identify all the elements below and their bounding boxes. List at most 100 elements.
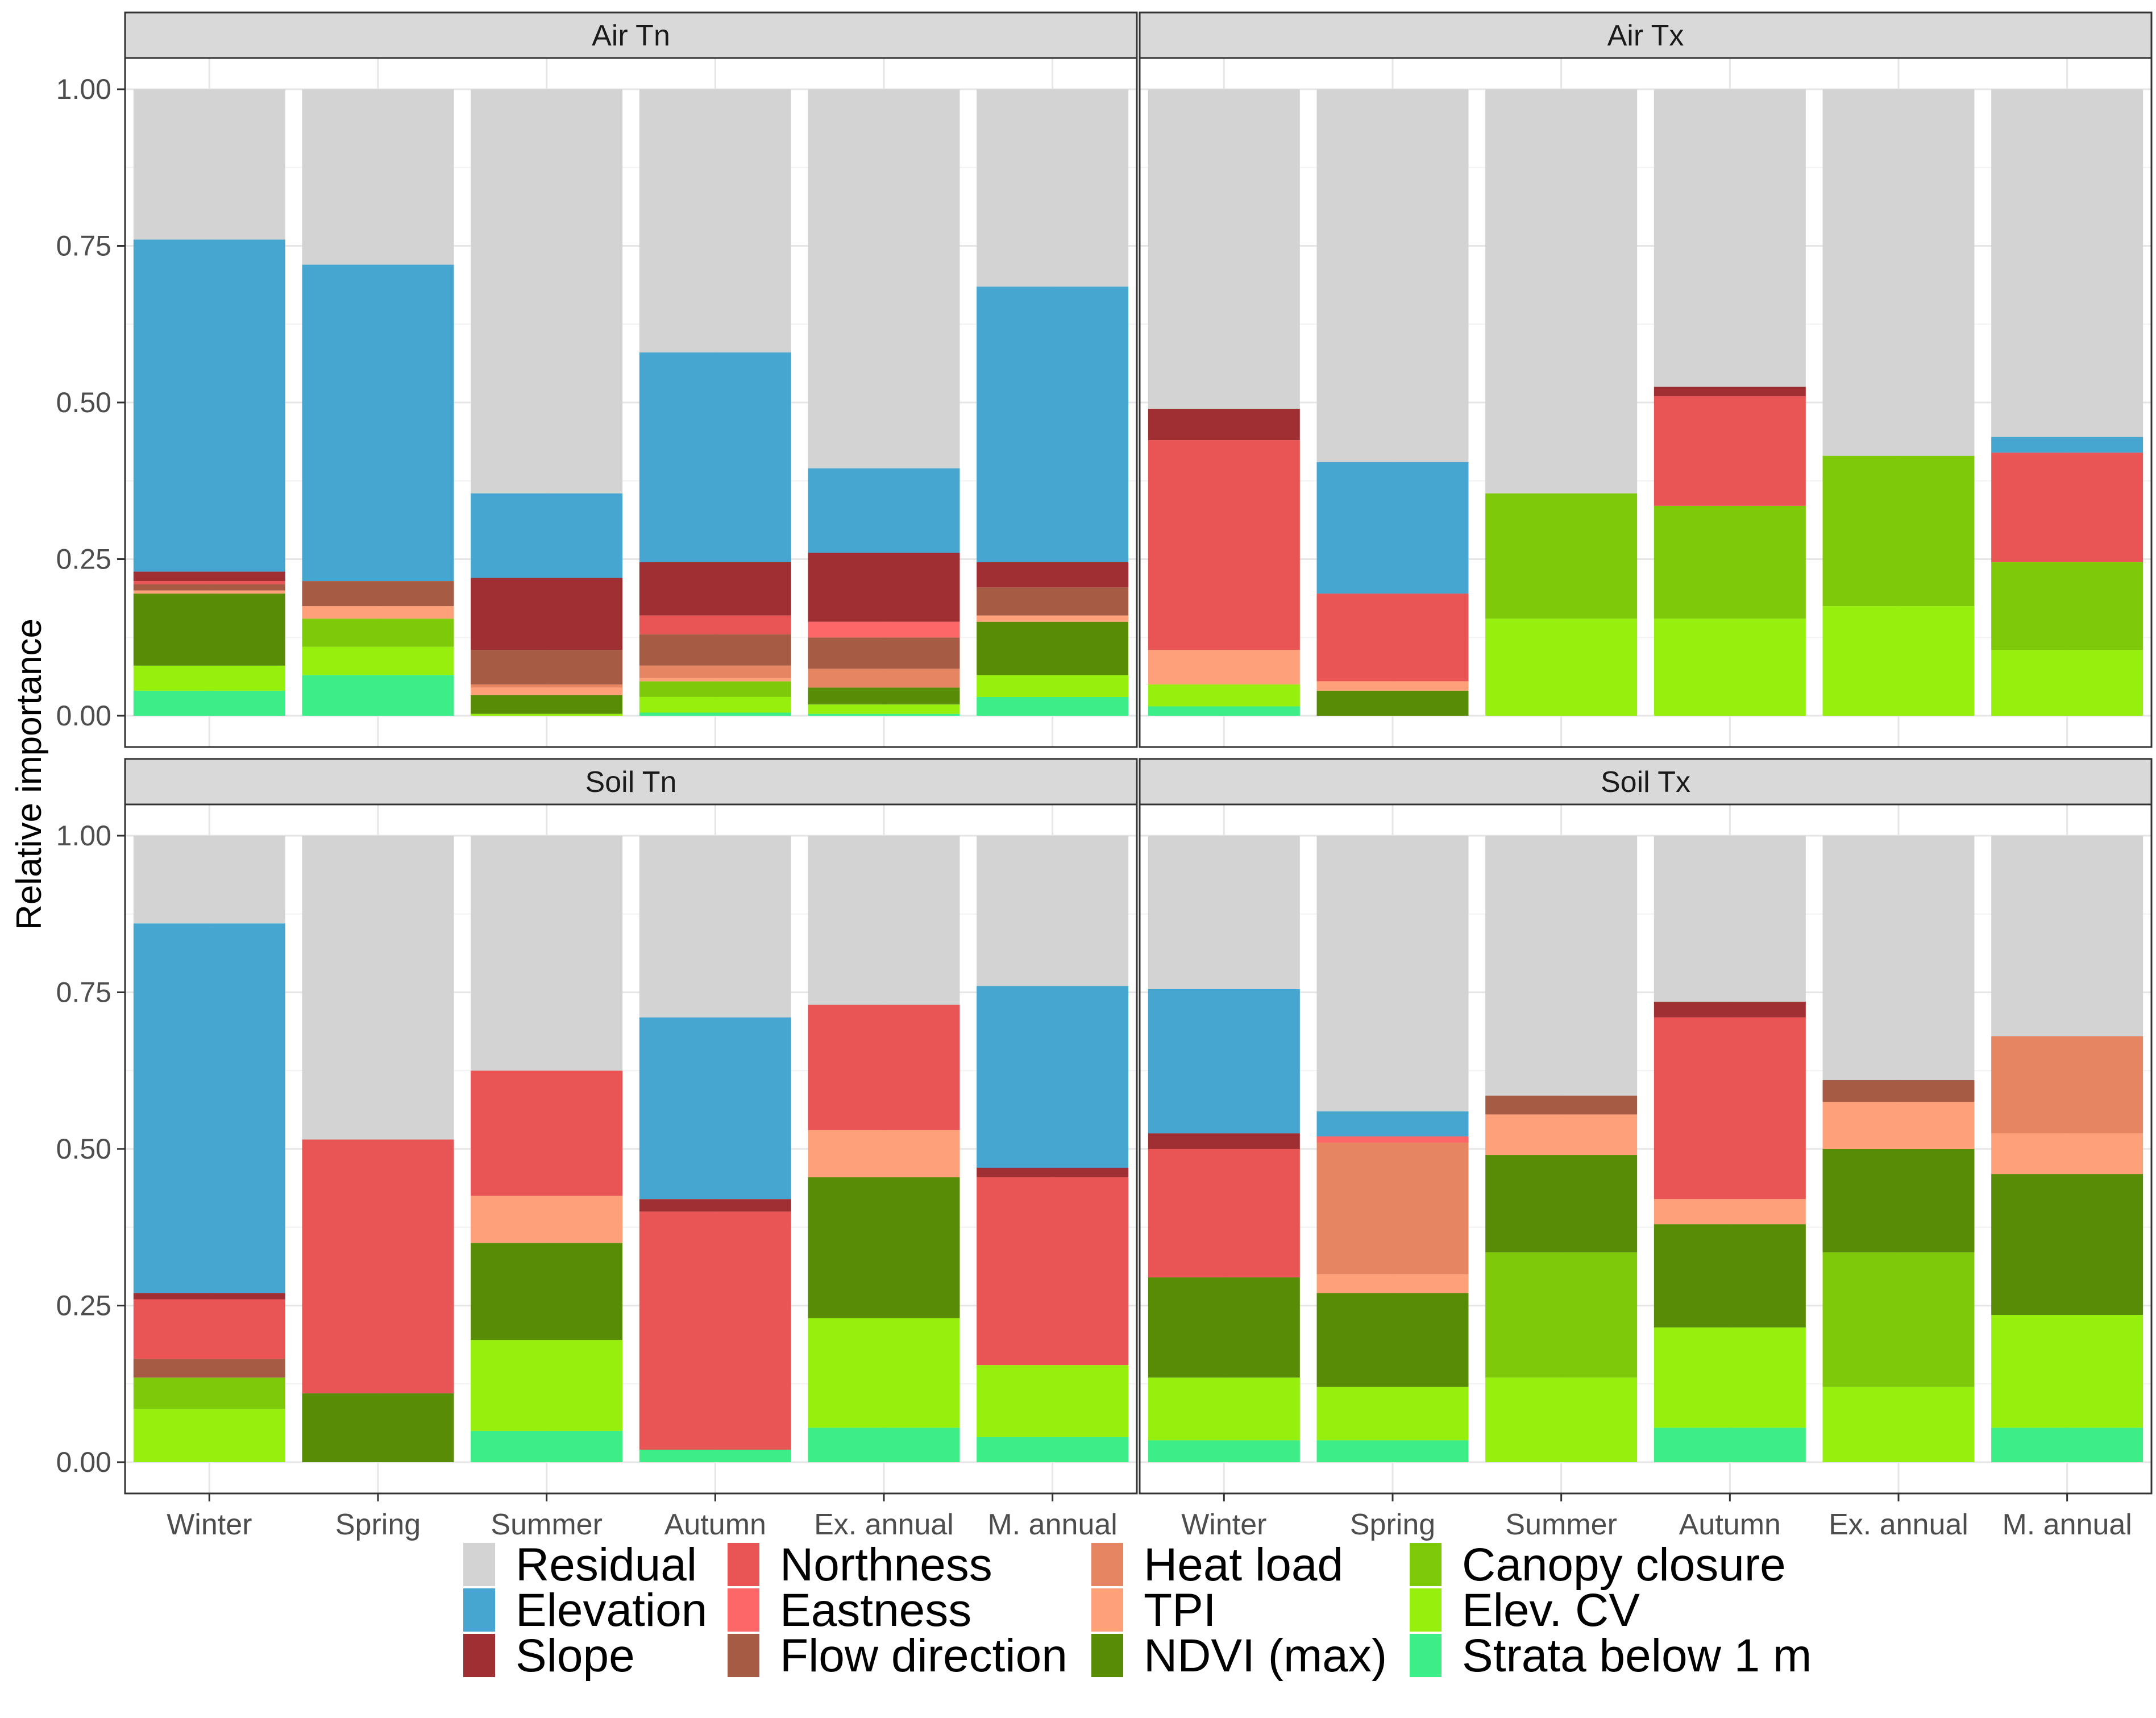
bar-segment: [1991, 437, 2143, 453]
bar-segment: [1485, 1252, 1638, 1378]
legend-key: [1410, 1543, 1442, 1586]
bar-segment: [302, 619, 454, 647]
facet-panel: Air Tn 0.00 0.25 0.50 0.75 1.00: [56, 11, 1138, 748]
legend-item: Elevation: [463, 1584, 707, 1636]
bar-segment: [977, 587, 1129, 616]
bar-segment: [133, 89, 285, 240]
legend-label: Strata below 1 m: [1462, 1630, 1812, 1682]
bar-segment: [808, 1130, 960, 1177]
y-tick-label: 0.50: [56, 387, 111, 418]
bar-segment: [302, 606, 454, 619]
bar-segment: [133, 665, 285, 691]
bar-segment: [1316, 1274, 1469, 1293]
bar-segment: [302, 675, 454, 716]
legend-key: [728, 1588, 759, 1632]
bar-segment: [1991, 1133, 2143, 1175]
facet-strip: [1139, 11, 2153, 59]
y-axis-title: Relative importance: [10, 619, 49, 930]
bar-segment: [1822, 1149, 1975, 1252]
legend-label: Eastness: [780, 1584, 971, 1636]
x-tick-label: Ex. annual: [1829, 1508, 1968, 1541]
bar-segment: [1148, 409, 1300, 441]
bar-segment: [471, 1430, 623, 1462]
bar-segment: [1654, 836, 1806, 1002]
legend-label: Residual: [516, 1539, 697, 1591]
facet-panel: Soil Tn 0.00 0.25 0.50 0.75 1.00 Winter Spring S…: [56, 758, 1138, 1541]
bar-segment: [471, 493, 623, 578]
bar-segment: [639, 681, 791, 697]
bar-segment: [471, 713, 623, 716]
facet-strip-label: Soil Tx: [1601, 766, 1690, 799]
legend-item: Northness: [728, 1539, 992, 1591]
facet-panel: Soil Tx Winter Spring Summer Autumn Ex. annua…: [1139, 758, 2153, 1541]
bar-segment: [133, 571, 285, 582]
bar-segment: [1654, 1017, 1806, 1200]
bar-segment: [302, 1139, 454, 1393]
bar-segment: [1148, 684, 1300, 707]
bar-segment: [1485, 89, 1638, 493]
bar-segment: [1991, 836, 2143, 1036]
bar-segment: [1316, 1111, 1469, 1136]
legend-item: Eastness: [728, 1584, 971, 1636]
facet-strip: [124, 11, 1138, 59]
x-tick-label: Spring: [1350, 1508, 1435, 1541]
bar-segment: [977, 836, 1129, 986]
bar-segment: [471, 650, 623, 684]
legend-item: Strata below 1 m: [1410, 1630, 1812, 1682]
bar-segment: [639, 562, 791, 616]
legend-label: TPI: [1144, 1584, 1216, 1636]
bar-segment: [1654, 89, 1806, 387]
bar-segment: [471, 836, 623, 1071]
bar-segment: [977, 562, 1129, 588]
legend-key: [1410, 1634, 1442, 1677]
bar-segment: [1485, 1114, 1638, 1156]
bar-segment: [133, 836, 285, 924]
bar-segment: [1316, 462, 1469, 594]
y-tick-label: 0.00: [56, 1446, 111, 1478]
bar-segment: [133, 1293, 285, 1300]
x-tick-label: Autumn: [664, 1508, 766, 1541]
bar-segment: [1316, 1440, 1469, 1462]
bar-segment: [639, 712, 791, 716]
bar-segment: [808, 669, 960, 688]
bar-segment: [977, 1437, 1129, 1462]
legend-label: Heat load: [1144, 1539, 1343, 1591]
bar-segment: [1485, 619, 1638, 716]
bar-segment: [133, 239, 285, 572]
y-tick-label: 0.50: [56, 1133, 111, 1165]
bar-segment: [808, 637, 960, 669]
bar-segment: [1316, 594, 1469, 682]
bar-segment: [1991, 1427, 2143, 1462]
facet-strip: [124, 758, 1138, 806]
bar-segment: [471, 695, 623, 714]
x-tick-label: Spring: [335, 1508, 421, 1541]
bar-segment: [471, 687, 623, 695]
bar-segment: [977, 1365, 1129, 1437]
bar-segment: [1991, 650, 2143, 716]
bar-segment: [1991, 89, 2143, 437]
x-tick-label: Summer: [1505, 1508, 1617, 1541]
legend-key: [1091, 1634, 1123, 1677]
bar-segment: [1316, 89, 1469, 462]
legend-item: Residual: [463, 1539, 697, 1591]
bar-segment: [1316, 1387, 1469, 1441]
bar-segment: [808, 687, 960, 705]
legend-key: [463, 1634, 495, 1677]
bar-segment: [1316, 681, 1469, 691]
bar-segment: [808, 553, 960, 622]
bar-segment: [302, 89, 454, 265]
bar-segment: [1654, 1002, 1806, 1018]
x-tick-label: Winter: [167, 1508, 252, 1541]
y-tick-label: 0.25: [56, 543, 111, 575]
facet-strip: [1139, 758, 2153, 806]
bar-segment: [808, 1318, 960, 1428]
facet-strip-label: Air Tx: [1607, 19, 1684, 52]
bar-segment: [1822, 455, 1975, 607]
bar-segment: [977, 1177, 1129, 1366]
legend-item: Flow direction: [728, 1630, 1067, 1682]
bar-segment: [1654, 396, 1806, 506]
legend-label: Elevation: [516, 1584, 707, 1636]
bar-segment: [471, 684, 623, 688]
